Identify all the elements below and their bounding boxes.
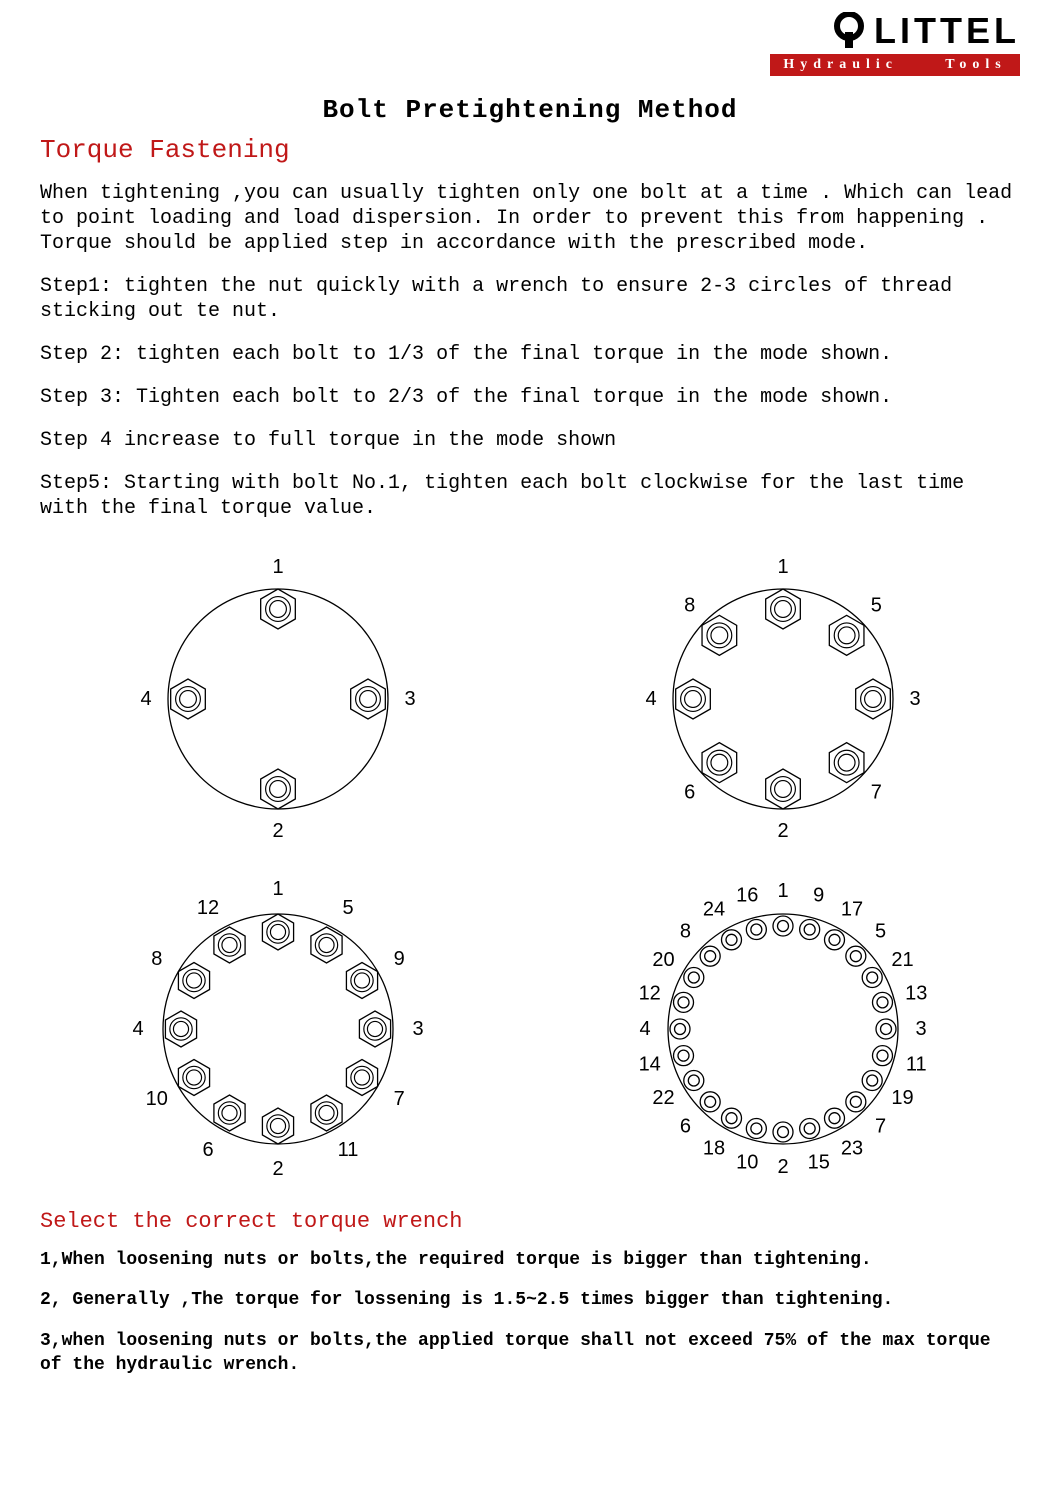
step-5: Step5: Starting with bolt No.1, tighten … bbox=[40, 471, 1020, 521]
svg-text:2: 2 bbox=[272, 820, 283, 842]
svg-text:4: 4 bbox=[639, 1018, 650, 1040]
svg-text:11: 11 bbox=[905, 1054, 926, 1076]
page-root: LITTEL Hydraulic Tools Bolt Pretightenin… bbox=[0, 0, 1060, 1498]
intro-paragraph: When tightening ,you can usually tighten… bbox=[40, 181, 1020, 256]
svg-text:2: 2 bbox=[272, 1158, 283, 1180]
svg-text:3: 3 bbox=[412, 1018, 423, 1040]
flange-diagram-icon: 1 5 3 7 2 6 4 8 bbox=[633, 549, 933, 849]
logo-name: LITTEL bbox=[874, 10, 1020, 52]
note-3: 3,when loosening nuts or bolts,the appli… bbox=[40, 1329, 1020, 1378]
svg-text:6: 6 bbox=[202, 1139, 213, 1161]
svg-text:2: 2 bbox=[777, 820, 788, 842]
note-1: 1,When loosening nuts or bolts,the requi… bbox=[40, 1248, 1020, 1272]
flange-diagram-icon: 1 3 2 4 bbox=[128, 549, 428, 849]
bolt-pattern-4: 1 3 2 4 bbox=[40, 539, 515, 859]
svg-text:6: 6 bbox=[679, 1116, 690, 1138]
logo-mark-icon bbox=[830, 12, 868, 50]
logo-subtitle-right: Tools bbox=[945, 57, 1006, 72]
svg-text:9: 9 bbox=[813, 885, 824, 907]
step-4: Step 4 increase to full torque in the mo… bbox=[40, 428, 1020, 453]
svg-text:19: 19 bbox=[891, 1087, 913, 1109]
step-1: Step1: tighten the nut quickly with a wr… bbox=[40, 274, 1020, 324]
svg-text:1: 1 bbox=[777, 556, 788, 578]
svg-text:4: 4 bbox=[132, 1018, 143, 1040]
svg-text:17: 17 bbox=[840, 898, 862, 920]
svg-text:1: 1 bbox=[777, 880, 788, 902]
svg-text:8: 8 bbox=[684, 595, 695, 617]
bolt-pattern-8: 1 5 3 7 2 6 4 8 bbox=[545, 539, 1020, 859]
svg-text:10: 10 bbox=[145, 1088, 167, 1110]
svg-text:9: 9 bbox=[393, 948, 404, 970]
svg-text:18: 18 bbox=[702, 1138, 724, 1160]
svg-text:23: 23 bbox=[840, 1138, 862, 1160]
svg-text:4: 4 bbox=[140, 688, 151, 710]
svg-text:5: 5 bbox=[870, 595, 881, 617]
svg-text:7: 7 bbox=[870, 781, 881, 803]
logo-row: LITTEL bbox=[770, 10, 1020, 52]
svg-text:4: 4 bbox=[645, 688, 656, 710]
logo-subtitle-left: Hydraulic bbox=[783, 57, 898, 72]
step-2: Step 2: tighten each bolt to 1/3 of the … bbox=[40, 342, 1020, 367]
bolt-pattern-12: 159371126104812 bbox=[40, 869, 515, 1189]
svg-text:24: 24 bbox=[702, 898, 724, 920]
bolt-pattern-diagrams: 1324 15372648 159371126104812 1917521133… bbox=[40, 539, 1020, 1189]
svg-text:15: 15 bbox=[807, 1151, 829, 1173]
page-title: Bolt Pretightening Method bbox=[40, 95, 1020, 125]
svg-text:7: 7 bbox=[393, 1088, 404, 1110]
svg-text:22: 22 bbox=[652, 1087, 674, 1109]
svg-text:7: 7 bbox=[875, 1116, 886, 1138]
svg-text:16: 16 bbox=[736, 885, 758, 907]
svg-text:3: 3 bbox=[909, 688, 920, 710]
section-heading: Torque Fastening bbox=[40, 135, 1020, 165]
logo-subtitle: Hydraulic Tools bbox=[770, 54, 1020, 76]
svg-text:8: 8 bbox=[151, 948, 162, 970]
svg-text:12: 12 bbox=[196, 897, 218, 919]
svg-text:10: 10 bbox=[736, 1151, 758, 1173]
svg-text:5: 5 bbox=[342, 897, 353, 919]
svg-text:20: 20 bbox=[652, 949, 674, 971]
svg-text:3: 3 bbox=[915, 1018, 926, 1040]
svg-text:1: 1 bbox=[272, 556, 283, 578]
select-wrench-heading: Select the correct torque wrench bbox=[40, 1209, 1020, 1234]
svg-text:21: 21 bbox=[891, 949, 913, 971]
svg-text:1: 1 bbox=[272, 878, 283, 900]
svg-text:6: 6 bbox=[684, 781, 695, 803]
brand-logo: LITTEL Hydraulic Tools bbox=[770, 10, 1020, 76]
flange-diagram-icon: 191752113311197231521018622144122082416 bbox=[623, 869, 943, 1189]
svg-text:5: 5 bbox=[875, 920, 886, 942]
svg-text:11: 11 bbox=[337, 1139, 358, 1161]
svg-text:12: 12 bbox=[638, 982, 660, 1004]
svg-text:2: 2 bbox=[777, 1156, 788, 1178]
step-3: Step 3: Tighten each bolt to 2/3 of the … bbox=[40, 385, 1020, 410]
note-2: 2, Generally ,The torque for lossening i… bbox=[40, 1288, 1020, 1312]
svg-text:8: 8 bbox=[679, 920, 690, 942]
svg-text:14: 14 bbox=[638, 1054, 660, 1076]
flange-diagram-icon: 159371126104812 bbox=[118, 869, 438, 1189]
svg-text:3: 3 bbox=[404, 688, 415, 710]
bolt-pattern-24: 191752113311197231521018622144122082416 bbox=[545, 869, 1020, 1189]
svg-text:13: 13 bbox=[905, 982, 927, 1004]
